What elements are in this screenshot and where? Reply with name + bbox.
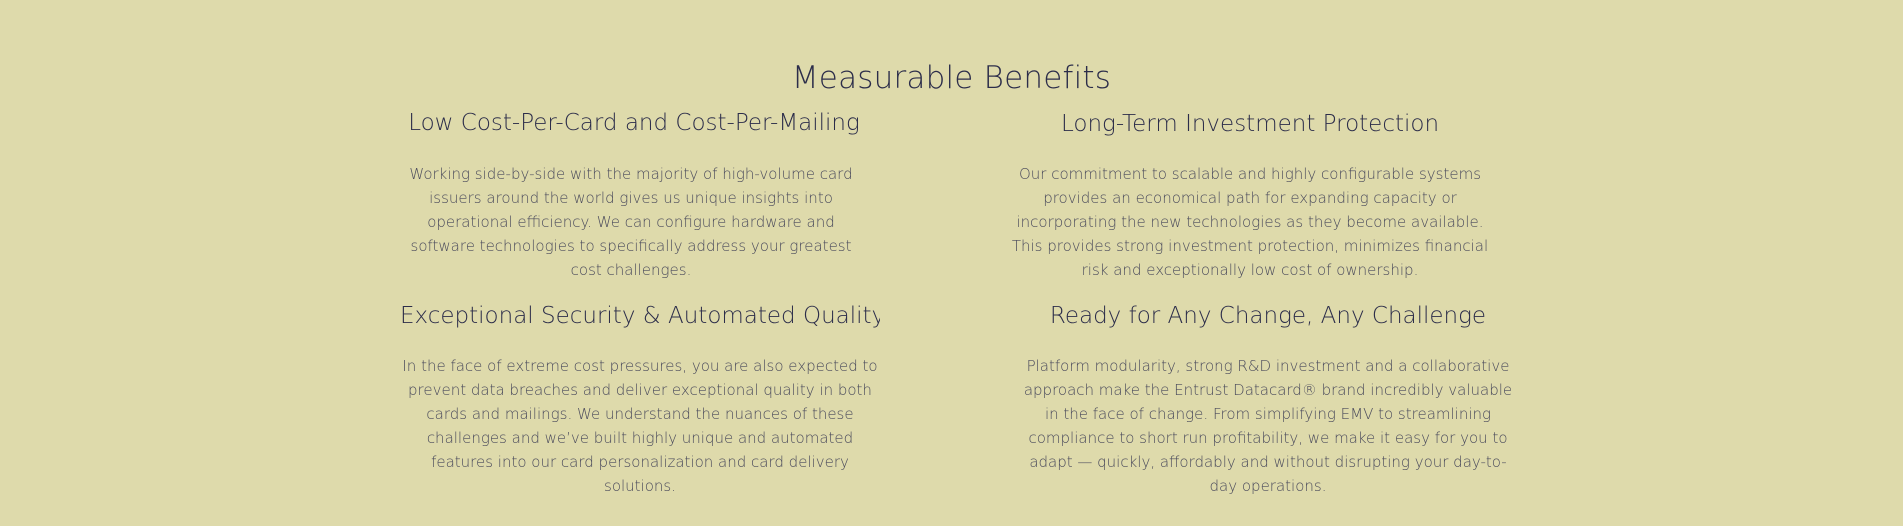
benefit-title: Long-Term Investment Protection	[1060, 111, 1440, 137]
benefit-description: In the face of extreme cost pressures, y…	[402, 357, 878, 495]
benefit-description: Working side-by-side with the majority o…	[409, 165, 853, 279]
benefit-title: Low Cost-Per-Card and Cost-Per-Mailing	[408, 110, 860, 136]
benefit-description: Platform modularity, strong R&D investme…	[1023, 357, 1513, 495]
benefit-low-cost: Low Cost-Per-Card and Cost-Per-Mailing W…	[400, 107, 868, 282]
benefit-ready-for-change: Ready for Any Change, Any Challenge Plat…	[1018, 300, 1518, 498]
section-title: Measurable Benefits	[791, 60, 1112, 96]
benefit-investment-protection: Long-Term Investment Protection Our comm…	[1005, 108, 1495, 282]
benefit-title: Exceptional Security & Automated Quality	[400, 303, 880, 329]
benefit-security-quality: Exceptional Security & Automated Quality…	[400, 300, 880, 498]
benefit-title: Ready for Any Change, Any Challenge	[1049, 303, 1487, 329]
benefit-description: Our commitment to scalable and highly co…	[1011, 165, 1489, 279]
